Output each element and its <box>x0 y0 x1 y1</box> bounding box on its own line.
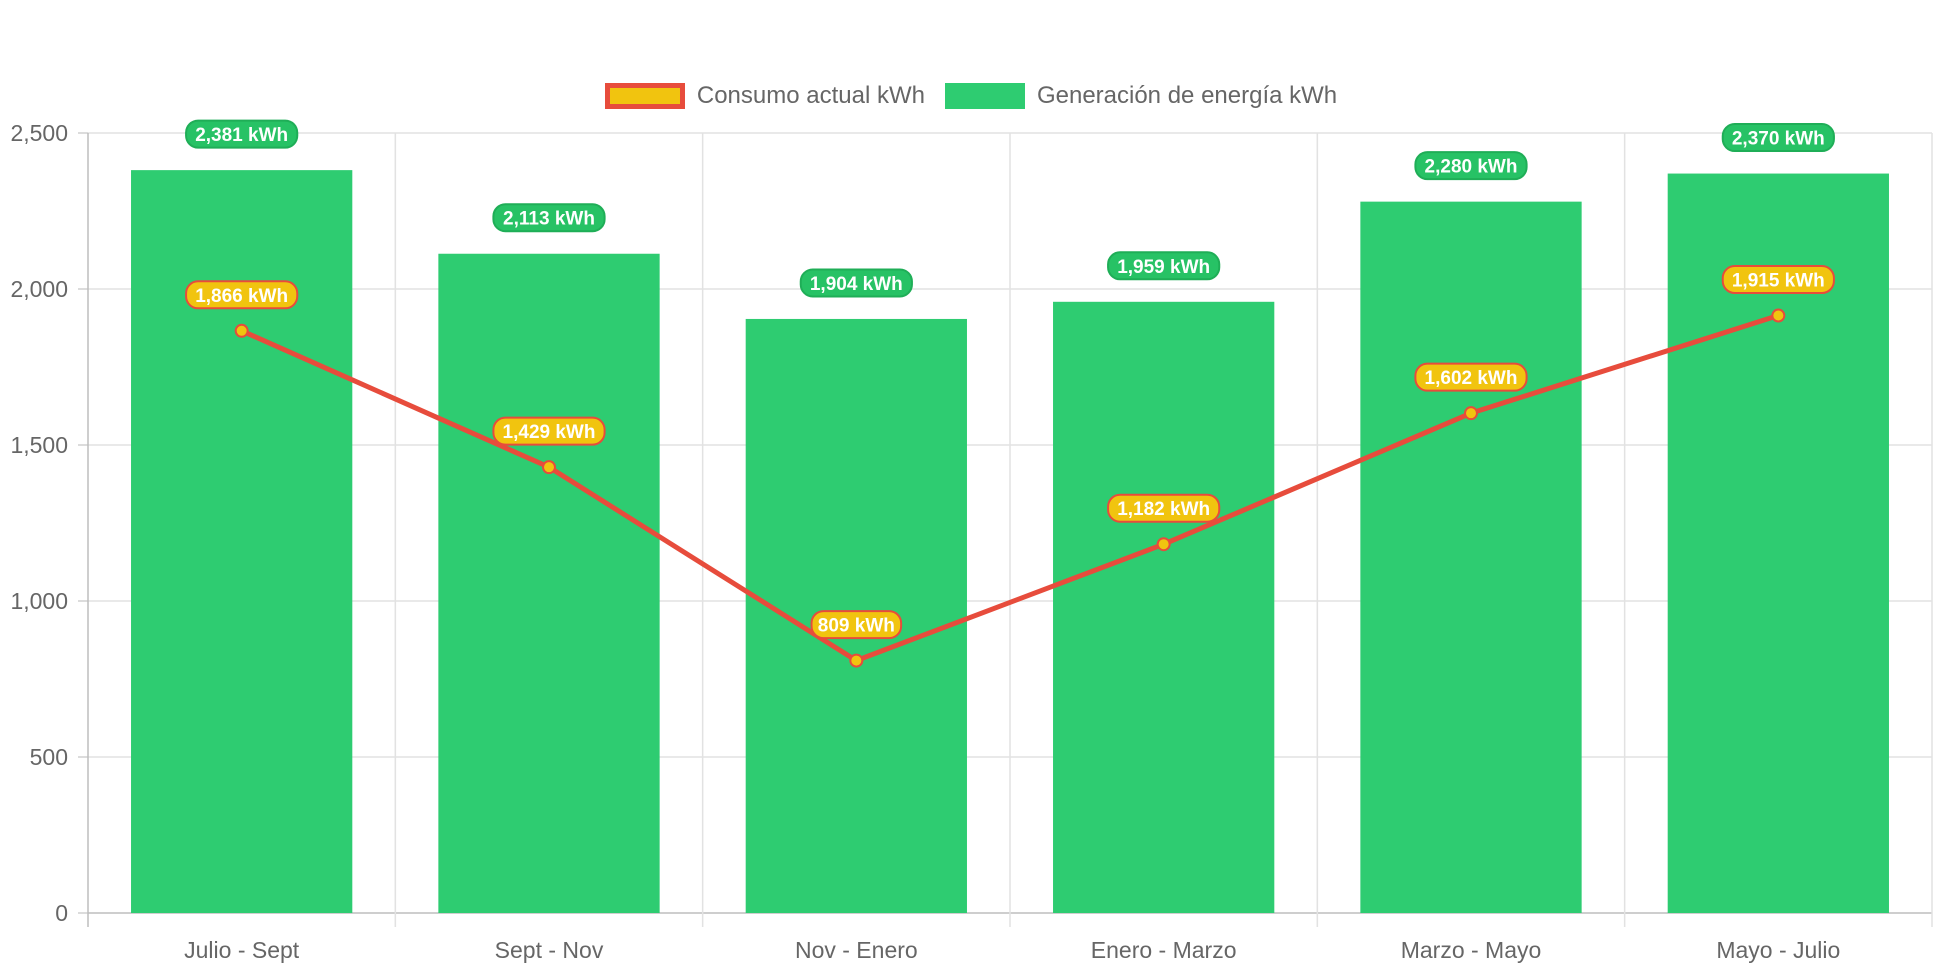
x-tick-label: Julio - Sept <box>184 937 300 963</box>
consumo-data-label-bg <box>1721 265 1835 295</box>
x-tick-label: Nov - Enero <box>795 937 918 963</box>
bar <box>438 253 660 913</box>
bar-data-label-bg <box>1721 123 1835 153</box>
consumo-point <box>542 460 556 475</box>
bar-data-label: 2,280 kWh <box>1425 157 1518 178</box>
legend-item-generacion[interactable]: Generación de energía kWh <box>944 82 1338 110</box>
consumo-data-label: 1,602 kWh <box>1425 368 1518 389</box>
consumo-point <box>849 653 864 668</box>
y-tick-label: 1,500 <box>10 432 68 458</box>
consumo-point <box>1771 308 1786 323</box>
x-tick-label: Sept - Nov <box>495 937 604 963</box>
bar-data-label: 2,113 kWh <box>503 209 595 230</box>
bar-data-label-bg <box>799 268 913 298</box>
y-tick-label: 2,500 <box>10 120 68 146</box>
bar-data-label: 2,370 kWh <box>1732 129 1825 150</box>
bar <box>1053 301 1275 913</box>
consumo-data-label-bg <box>1107 493 1221 523</box>
legend-item-consumo[interactable]: Consumo actual kWh <box>604 82 925 110</box>
y-tick-label: 0 <box>55 900 68 926</box>
bar-data-label-bg <box>1414 151 1528 181</box>
consumo-line <box>240 313 1780 664</box>
bar <box>1360 201 1582 913</box>
legend-label-consumo: Consumo actual kWh <box>696 82 925 109</box>
consumo-data-label: 1,915 kWh <box>1732 271 1825 292</box>
consumo-point <box>1156 537 1171 552</box>
consumo-data-label: 809 kWh <box>818 616 895 637</box>
bar-data-label-bg <box>185 119 299 149</box>
legend: Consumo actual kWh Generación de energía… <box>0 82 1942 110</box>
x-tick-label: Mayo - Julio <box>1716 937 1840 963</box>
consumo-data-label-bg <box>492 416 606 446</box>
consumo-data-label: 1,429 kWh <box>503 422 596 443</box>
bar-data-label-bg <box>1107 251 1221 281</box>
bar-data-label: 1,959 kWh <box>1117 257 1210 278</box>
x-tick-label: Enero - Marzo <box>1091 937 1237 963</box>
y-tick-label: 2,000 <box>10 276 68 302</box>
bar-data-label: 1,904 kWh <box>810 274 903 295</box>
consumo-data-label: 1,182 kWh <box>1117 499 1210 520</box>
legend-swatch-generacion <box>944 83 1025 109</box>
bar-data-label-bg <box>492 203 606 233</box>
consumo-data-label-bg <box>185 280 299 310</box>
consumo-point <box>234 323 249 338</box>
legend-swatch-consumo <box>604 83 685 109</box>
consumo-data-label-bg <box>1414 362 1528 392</box>
bar-data-label: 2,381 kWh <box>195 125 288 146</box>
y-tick-label: 1,000 <box>10 588 68 614</box>
consumo-point <box>1464 406 1478 421</box>
legend-label-generacion: Generación de energía kWh <box>1036 82 1338 109</box>
y-tick-label: 500 <box>30 744 68 770</box>
x-tick-label: Marzo - Mayo <box>1401 937 1542 963</box>
consumo-data-label: 1,866 kWh <box>195 286 288 307</box>
bar <box>1667 173 1889 913</box>
consumo-data-label-bg <box>810 610 903 640</box>
